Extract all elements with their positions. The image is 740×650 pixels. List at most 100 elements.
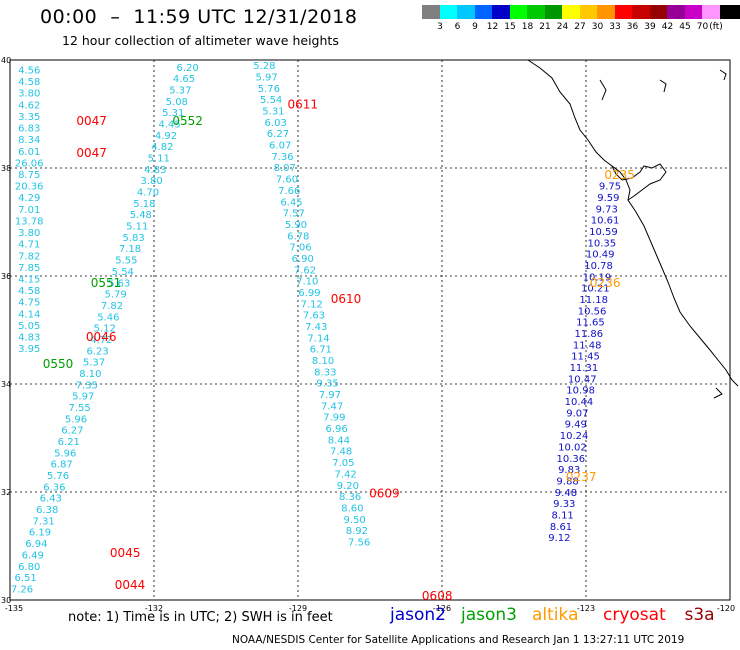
wave-height-value: 5.28 [253, 61, 275, 72]
wave-height-value: 9.33 [553, 499, 575, 510]
scale-label: 9 [472, 22, 478, 32]
wave-height-value: 6.19 [29, 528, 51, 539]
scale-label: 39 [644, 22, 656, 32]
wave-height-value: 6.01 [18, 147, 40, 158]
scale-label: 45 [679, 22, 691, 32]
lon-label: -132 [145, 604, 163, 613]
wave-height-value: 10.56 [578, 306, 607, 317]
wave-height-value: 8.34 [18, 135, 40, 146]
wave-height-value: 3.80 [140, 176, 162, 187]
pass-time-label: 0236 [590, 276, 621, 290]
scale-swatch [719, 5, 740, 19]
scale-swatch [474, 5, 495, 19]
wave-height-value: 5.12 [94, 324, 116, 335]
pass-time-label: 0046 [86, 330, 117, 344]
scale-swatch [492, 5, 512, 19]
pass-time-label: 0551 [91, 276, 122, 290]
wave-height-value: 6.43 [40, 494, 62, 505]
wave-height-value: 6.27 [267, 129, 289, 140]
wave-height-value: 7.06 [289, 243, 311, 254]
wave-height-value: 8.60 [341, 503, 363, 514]
pass-time-label: 0552 [172, 114, 203, 128]
wave-height-value: 7.48 [330, 447, 352, 458]
lat-label: 36 [1, 272, 11, 281]
wave-height-value: 20.36 [15, 182, 44, 193]
wave-height-value: 8.07 [274, 163, 296, 174]
pass-time-label: 0609 [369, 486, 400, 500]
map-grid: 40 38 36 34 32 30-135 -132 -129 -126 -123 -120 [1, 56, 735, 613]
wave-height-value: 7.55 [68, 403, 90, 414]
wave-height-value: 8.92 [346, 526, 368, 537]
wave-height-value: 7.85 [18, 263, 40, 274]
wave-height-value: 11.48 [573, 340, 602, 351]
lat-label: 32 [1, 488, 11, 497]
wave-height-value: 8.10 [79, 369, 101, 380]
scale-unit: (ft) [709, 22, 723, 32]
pass-time-label: 0045 [110, 546, 141, 560]
pass-time-label: 0047 [76, 114, 107, 128]
pass-time-label: 0047 [76, 146, 107, 160]
wave-height-value: 9.50 [344, 515, 366, 526]
wave-height-value: 7.14 [307, 333, 329, 344]
scale-swatch [457, 5, 477, 19]
satellite-legend-item: cryosat [603, 605, 666, 625]
wave-height-value: 8.33 [314, 367, 336, 378]
wave-height-value: 9.20 [337, 481, 359, 492]
pass-time-label: 0608 [422, 589, 453, 603]
wave-height-value: 7.18 [119, 244, 141, 255]
wave-height-value: 4.15 [18, 274, 40, 285]
scale-label: 36 [626, 22, 639, 32]
wave-height-value: 6.80 [18, 562, 40, 573]
scale-swatch [614, 5, 635, 19]
wave-height-value: 6.94 [25, 539, 47, 550]
wave-height-value: 7.10 [296, 277, 318, 288]
wave-height-value: 6.71 [310, 345, 332, 356]
wave-height-value: 9.48 [555, 488, 577, 499]
wave-height-value: 5.37 [83, 358, 105, 369]
wave-height-value: 6.20 [176, 63, 198, 74]
wave-height-value: 3.80 [18, 228, 40, 239]
wave-height-value: 7.47 [321, 401, 343, 412]
wave-height-value: 4.29 [18, 193, 40, 204]
wave-height-value: 7.60 [276, 175, 298, 186]
scale-label: 30 [591, 22, 604, 32]
footer-note: note: 1) Time is in UTC; 2) SWH is in fe… [68, 610, 333, 625]
scale-label: 18 [521, 22, 534, 32]
wave-height-value: 5.55 [115, 256, 137, 267]
wave-height-value: 6.96 [325, 424, 347, 435]
lat-label: 30 [1, 596, 11, 605]
wave-height-value: 4.58 [18, 286, 40, 297]
lat-label: 34 [1, 380, 11, 389]
wave-height-value: 7.35 [76, 380, 98, 391]
map-subtitle: 12 hour collection of altimeter wave hei… [62, 33, 339, 48]
scale-label: 12 [486, 22, 499, 32]
wave-height-value: 5.46 [97, 312, 119, 323]
wave-height-value: 4.14 [18, 309, 40, 320]
wave-height-value: 6.27 [61, 426, 83, 437]
wave-height-value: 5.37 [169, 85, 191, 96]
wave-height-value: 10.98 [566, 386, 595, 397]
wave-height-value: 6.21 [58, 437, 80, 448]
wave-height-value: 5.83 [122, 233, 144, 244]
pass-time-label: 0237 [566, 470, 597, 484]
wave-height-value: 8.75 [18, 170, 40, 181]
scale-swatch [579, 5, 600, 19]
wave-height-value: 10.78 [584, 261, 613, 272]
satellite-legend-item: jason3 [461, 605, 517, 625]
wave-height-value: 5.11 [148, 154, 170, 165]
wave-height-value: 3.35 [18, 112, 40, 123]
wave-height-value: 10.36 [557, 454, 586, 465]
scale-swatch [702, 5, 722, 19]
wave-height-value: 7.26 [11, 584, 33, 595]
wave-height-value: 5.05 [18, 321, 40, 332]
wave-height-value: 9.75 [599, 182, 621, 193]
scale-label: 3 [437, 22, 443, 32]
wave-height-value: 10.19 [583, 272, 612, 283]
wave-height-value: 9.35 [316, 379, 338, 390]
wave-height-value: 11.45 [571, 352, 600, 363]
wave-height-value: 4.65 [173, 74, 195, 85]
wave-height-value: 4.56 [18, 66, 40, 77]
wave-height-value: 9.59 [597, 193, 619, 204]
scale-swatch [597, 5, 617, 19]
wave-height-value: 10.59 [589, 227, 618, 238]
